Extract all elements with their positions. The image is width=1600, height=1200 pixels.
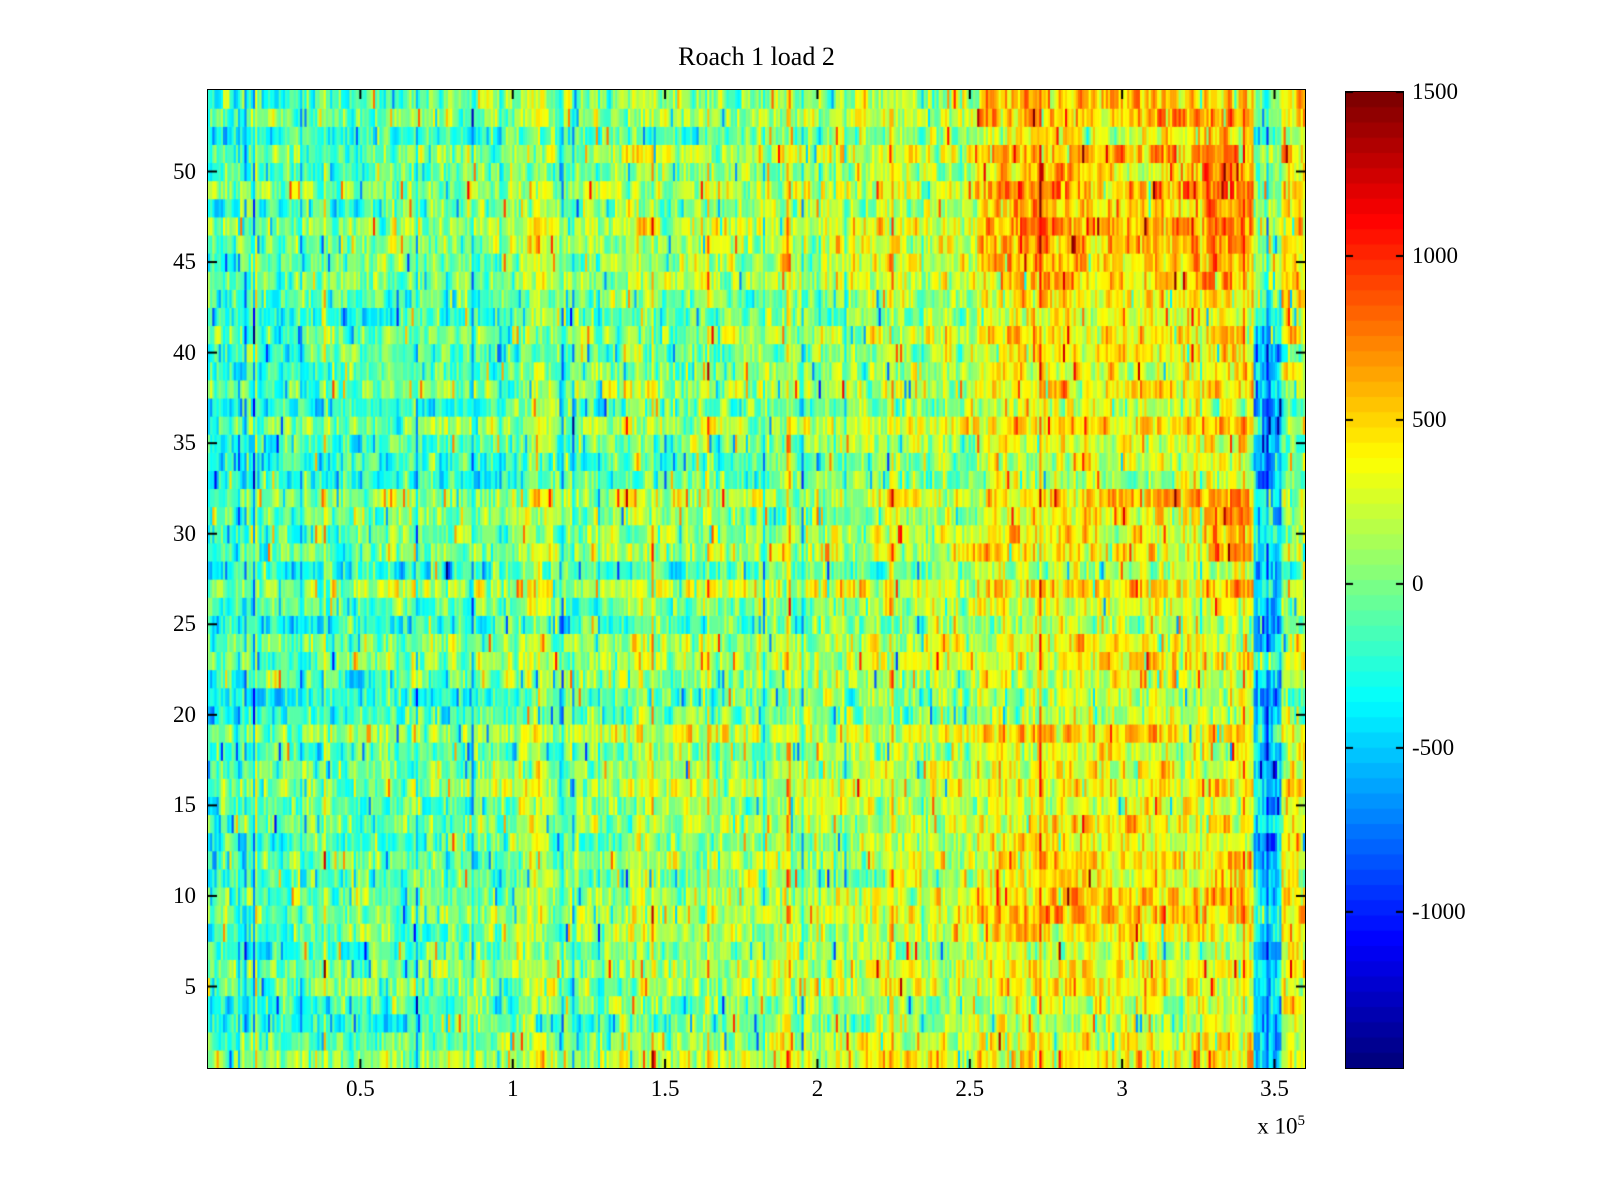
colorbar-tick-label: 1500 bbox=[1412, 79, 1458, 104]
x-tick-label: 3.5 bbox=[1260, 1076, 1289, 1101]
colorbar-tick-label: 0 bbox=[1412, 570, 1424, 596]
y-tick-label: 5 bbox=[184, 973, 197, 999]
colorbar-tick-label: -500 bbox=[1412, 734, 1455, 760]
y-tick-label: 10 bbox=[173, 882, 196, 908]
y-tick-label: 35 bbox=[173, 430, 196, 456]
colorbar bbox=[1345, 91, 1404, 1069]
y-tick-label: 50 bbox=[173, 158, 196, 184]
colorbar-tick-label: 1000 bbox=[1412, 242, 1458, 268]
y-tick-label: 25 bbox=[173, 611, 196, 637]
colorbar-tick-label: 500 bbox=[1412, 406, 1447, 432]
x-tick-label: 0.5 bbox=[345, 1076, 375, 1101]
y-tick-label: 30 bbox=[173, 520, 196, 546]
colorbar-tick-label: -1000 bbox=[1412, 898, 1466, 924]
x-axis-exponent-label: x 105 bbox=[1205, 1108, 1305, 1140]
x-tick-label: 1 bbox=[506, 1076, 519, 1101]
x-tick-label: 3 bbox=[1116, 1076, 1128, 1101]
y-tick-label: 45 bbox=[173, 249, 196, 275]
y-tick-label: 20 bbox=[173, 701, 196, 727]
exponent-power-text: 5 bbox=[1297, 1113, 1306, 1129]
x-tick-label: 2 bbox=[811, 1076, 824, 1101]
exponent-base-text: x 10 bbox=[1257, 1113, 1298, 1139]
chart-title: Roach 1 load 2 bbox=[678, 42, 835, 71]
heatmap-plot-area bbox=[207, 89, 1306, 1069]
x-tick-label: 1.5 bbox=[650, 1076, 680, 1101]
y-tick-label: 15 bbox=[173, 792, 196, 818]
x-tick-label: 2.5 bbox=[955, 1076, 985, 1101]
y-tick-label: 40 bbox=[173, 339, 196, 365]
